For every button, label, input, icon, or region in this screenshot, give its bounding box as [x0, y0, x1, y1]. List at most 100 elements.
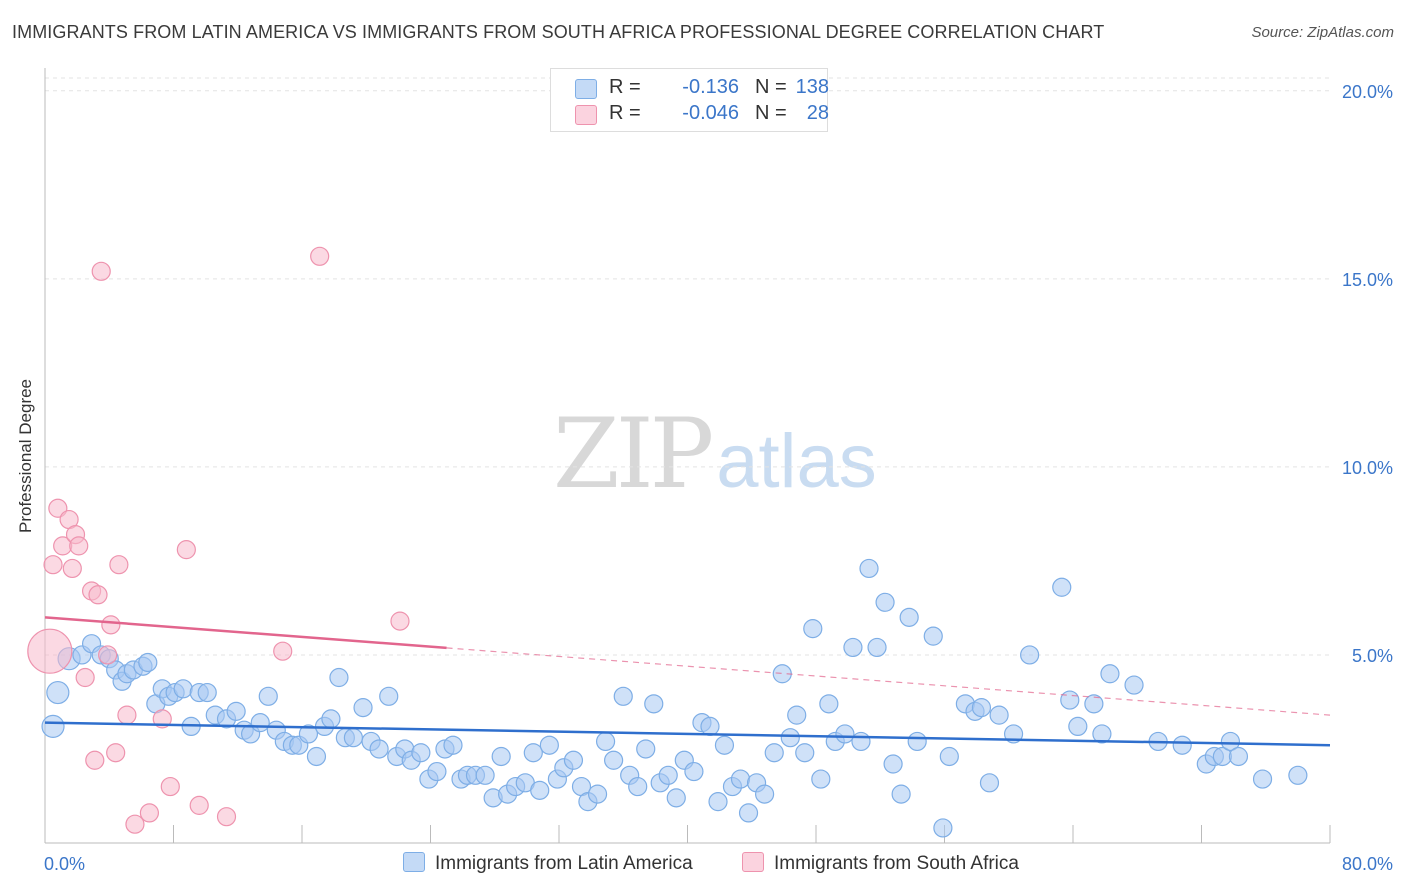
latin-america-point	[708, 792, 728, 812]
legend-swatch-pink	[742, 852, 764, 872]
latin-america-point	[443, 735, 463, 755]
south-africa-point	[69, 536, 89, 556]
latin-america-point	[1020, 645, 1040, 665]
south-africa-point	[88, 585, 108, 605]
watermark-atlas: atlas	[716, 419, 877, 504]
latin-america-point	[1172, 735, 1192, 755]
latin-america-point	[1252, 769, 1273, 789]
latin-america-point	[587, 784, 608, 804]
latin-america-point	[923, 626, 943, 646]
south-africa-point	[139, 803, 160, 823]
latin-america-point	[343, 728, 363, 748]
south-africa-trend-line	[44, 616, 447, 650]
latin-america-point	[939, 746, 959, 767]
latin-america-point	[843, 637, 863, 658]
south-africa-point	[125, 814, 145, 834]
legend-n-value: 138	[795, 76, 829, 98]
latin-america-point	[1220, 731, 1241, 752]
latin-america-point	[427, 761, 447, 782]
south-africa-point	[98, 645, 118, 665]
south-africa-point	[117, 705, 137, 725]
latin-america-point	[700, 716, 720, 737]
latin-america-point	[795, 743, 815, 763]
latin-america-point	[891, 784, 911, 804]
latin-america-point	[1060, 690, 1080, 710]
latin-america-point	[1068, 716, 1088, 737]
latin-america-point	[658, 765, 678, 785]
south-africa-point	[62, 558, 82, 579]
y-tick-label: 5.0%	[1352, 646, 1393, 666]
latin-america-point	[628, 776, 648, 797]
south-africa-point	[27, 628, 73, 674]
latin-america-trend-line	[44, 721, 1331, 747]
south-africa-point	[109, 555, 129, 575]
legend-n-label: N =	[755, 102, 787, 124]
south-africa-point	[216, 807, 237, 827]
latin-america-point	[666, 788, 686, 808]
south-africa-point	[106, 743, 126, 763]
latin-america-point	[780, 728, 800, 748]
south-africa-point	[85, 750, 105, 770]
latin-america-point	[226, 701, 246, 721]
latin-america-point	[475, 765, 495, 785]
latin-america-point	[173, 679, 193, 699]
latin-america-point	[1092, 724, 1112, 744]
latin-america-point	[730, 769, 751, 789]
legend-label-south-africa: Immigrants from South Africa	[774, 853, 1019, 874]
latin-america-point	[636, 739, 656, 759]
latin-america-point	[899, 607, 919, 627]
latin-america-point	[989, 705, 1009, 725]
latin-america-point	[298, 724, 319, 744]
latin-america-point	[764, 743, 784, 763]
latin-america-point	[754, 784, 775, 804]
latin-america-point	[595, 731, 616, 752]
latin-america-point	[1288, 765, 1308, 785]
latin-america-point	[306, 746, 327, 767]
latin-america-point	[738, 803, 759, 823]
latin-america-point	[787, 705, 807, 725]
legend-swatch-blue	[403, 852, 425, 872]
latin-america-point	[250, 713, 270, 733]
latin-america-point	[353, 698, 373, 718]
legend-item-south-africa: Immigrants from South Africa	[742, 852, 1019, 875]
watermark: ZIPatlas	[553, 398, 877, 510]
south-africa-point	[43, 555, 63, 575]
latin-america-point	[875, 592, 895, 612]
latin-america-point	[1228, 746, 1249, 767]
latin-america-point	[859, 558, 879, 579]
stats-legend: R = -0.136 N = 138 R = -0.046 N = 28	[550, 68, 829, 132]
latin-america-point	[329, 667, 349, 688]
south-africa-trend-extension	[446, 647, 1331, 716]
latin-america-point	[530, 780, 550, 800]
legend-r-label: R =	[609, 76, 641, 98]
latin-america-point	[321, 709, 341, 729]
latin-america-point	[411, 743, 431, 763]
latin-america-point	[1100, 664, 1120, 684]
y-tick-label: 20.0%	[1342, 82, 1393, 102]
south-africa-point	[310, 246, 330, 266]
latin-america-point	[491, 746, 511, 767]
latin-america-point	[1084, 694, 1104, 714]
latin-america-point	[138, 652, 158, 673]
y-tick-label: 15.0%	[1342, 270, 1393, 290]
latin-america-point	[197, 682, 217, 703]
latin-america-point	[1052, 577, 1072, 597]
latin-america-point	[819, 694, 839, 714]
legend-label-latin-america: Immigrants from Latin America	[435, 853, 693, 874]
latin-america-point	[811, 769, 831, 789]
legend-item-latin-america: Immigrants from Latin America	[403, 852, 693, 875]
south-africa-point	[176, 540, 196, 560]
latin-america-point	[563, 750, 584, 770]
legend-swatch-blue	[575, 79, 597, 99]
latin-america-point	[46, 680, 70, 705]
latin-america-point	[714, 735, 735, 755]
latin-america-point	[613, 686, 633, 706]
latin-america-point	[379, 686, 399, 706]
latin-america-point	[851, 731, 871, 752]
latin-america-point	[41, 714, 65, 739]
south-africa-point	[91, 261, 111, 281]
latin-america-point	[684, 761, 704, 782]
legend-swatch-pink	[575, 105, 597, 125]
x-tick-label: 80.0%	[1342, 854, 1393, 874]
latin-america-point	[369, 739, 389, 759]
